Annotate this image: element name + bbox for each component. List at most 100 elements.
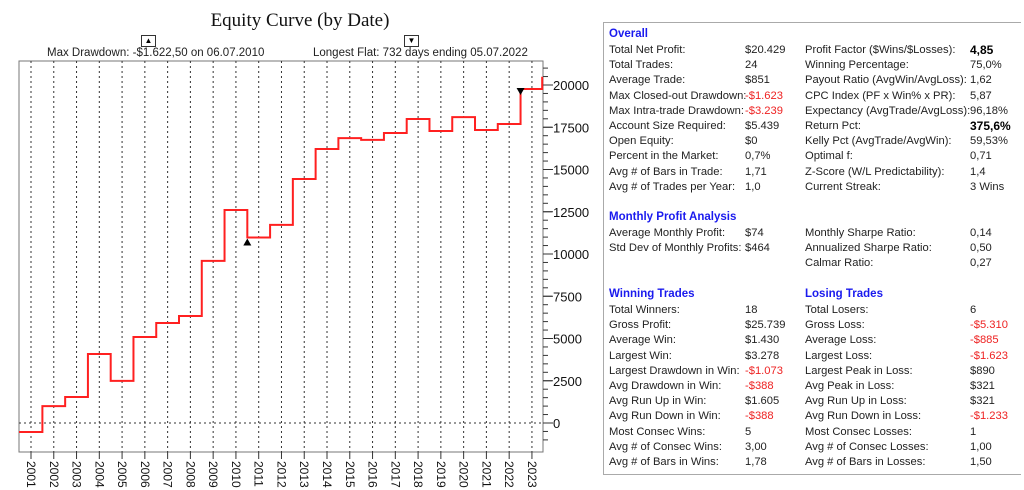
losing-stat-value: -$1.233	[970, 410, 1008, 423]
losing-stat-label: Avg Run Up in Loss:	[805, 395, 907, 408]
y-tick-label: 0	[553, 416, 560, 431]
monthly-stat-value: 0,27	[970, 257, 992, 270]
max-drawdown-marker	[243, 238, 252, 246]
x-tick-label: 2022	[502, 461, 516, 488]
overall-heading: Overall	[609, 28, 648, 40]
x-tick-label: 2015	[343, 461, 357, 488]
x-tick-label: 2017	[388, 461, 402, 488]
overall-stat-label: Optimal f:	[805, 150, 853, 163]
winning-stat-value: 18	[745, 304, 758, 316]
losing-stat-value: $321	[970, 395, 995, 408]
monthly-stat-label: Average Monthly Profit:	[609, 227, 726, 239]
overall-stat-value: $851	[745, 74, 770, 87]
overall-stat-value: 0,71	[970, 150, 992, 163]
equity-line	[19, 76, 544, 433]
overall-stat-value: 5,87	[970, 89, 992, 102]
losing-stat-label: Avg Run Down in Loss:	[805, 410, 922, 423]
monthly-stat-label: Calmar Ratio:	[805, 257, 874, 270]
winning-stat-label: Avg # of Consec Wins:	[609, 440, 722, 453]
losing-stat-value: 6	[970, 304, 977, 316]
losing-stat-label: Avg Peak in Loss:	[805, 380, 895, 392]
longest-flat-marker-button[interactable]: ▼	[404, 35, 419, 47]
x-tick-label: 2002	[47, 461, 61, 488]
monthly-stat-label: Std Dev of Monthly Profits:	[609, 242, 742, 255]
overall-stat-value: -$3.239	[745, 104, 783, 117]
winning-stat-label: Avg Run Up in Win:	[609, 395, 707, 408]
overall-stat-value: 0,7%	[745, 150, 771, 163]
x-tick-label: 2009	[206, 461, 220, 488]
x-tick-label: 2011	[252, 461, 266, 487]
winning-stat-value: -$388	[745, 410, 774, 423]
winning-stat-label: Most Consec Wins:	[609, 425, 706, 438]
overall-stat-label: Kelly Pct (AvgTrade/AvgWin):	[805, 135, 952, 148]
x-tick-label: 2018	[411, 461, 425, 488]
x-tick-label: 2012	[274, 461, 288, 488]
winning-stat-label: Total Winners:	[609, 304, 680, 316]
overall-stat-label: Percent in the Market:	[609, 150, 719, 163]
overall-stat-label: Total Net Profit:	[609, 44, 686, 56]
overall-stat-value: 1,71	[745, 165, 767, 178]
overall-stat-label: Max Closed-out Drawdown:	[609, 89, 747, 102]
losing-stat-label: Total Losers:	[805, 304, 869, 316]
overall-stat-value: 3 Wins	[970, 180, 1005, 193]
overall-stat-label: Profit Factor ($Wins/$Losses):	[805, 44, 956, 56]
x-tick-label: 2008	[183, 461, 197, 488]
y-tick-label: 17500	[553, 120, 589, 135]
losing-stat-value: $890	[970, 364, 995, 377]
x-tick-label: 2007	[161, 461, 175, 488]
overall-stat-label: Account Size Required:	[609, 120, 726, 132]
winning-stat-value: 3,00	[745, 440, 767, 453]
monthly-heading: Monthly Profit Analysis	[609, 211, 737, 223]
losing-stat-value: $321	[970, 380, 995, 392]
y-tick-label: 10000	[553, 247, 589, 262]
x-tick-label: 2020	[457, 461, 471, 488]
losing-stat-value: -$5.310	[970, 319, 1008, 332]
x-tick-label: 2014	[320, 461, 334, 488]
chart-title: Equity Curve (by Date)	[210, 10, 390, 31]
losing-stat-label: Avg # of Consec Losses:	[805, 440, 929, 453]
winning-stat-label: Largest Win:	[609, 349, 672, 362]
overall-stat-label: Avg # of Trades per Year:	[609, 180, 736, 193]
losing-stat-label: Average Loss:	[805, 334, 877, 347]
x-tick-label: 2005	[115, 461, 129, 488]
overall-stat-value: $20.429	[745, 44, 786, 56]
winning-stat-value: -$388	[745, 380, 774, 392]
equity-chart: 2001 2002 2003 2004 2005 2006 2007 2008 2009 2010…	[18, 60, 589, 488]
y-tick-label: 2500	[553, 374, 582, 389]
y-tick-label: 12500	[553, 205, 589, 220]
winning-stat-value: $25.739	[745, 319, 786, 332]
winning-stat-value: $1.605	[745, 395, 780, 408]
overall-stat-label: Payout Ratio (AvgWin/AvgLoss):	[805, 74, 967, 87]
winning-heading: Winning Trades	[609, 288, 695, 300]
y-tick-label: 7500	[553, 289, 582, 304]
losing-stat-label: Avg # of Bars in Losses:	[805, 456, 926, 468]
monthly-stat-label: Monthly Sharpe Ratio:	[805, 227, 916, 239]
winning-stat-value: 5	[745, 425, 752, 438]
max-drawdown-note: Max Drawdown: -$1.622,50 on 06.07.2010	[47, 47, 265, 59]
winning-stat-label: Avg Drawdown in Win:	[609, 380, 722, 392]
overall-stat-value: 59,53%	[970, 135, 1008, 148]
winning-stat-value: $1.430	[745, 334, 780, 347]
x-tick-label: 2021	[479, 461, 493, 488]
overall-stat-label: Return Pct:	[805, 120, 861, 132]
losing-stat-label: Gross Loss:	[805, 319, 865, 332]
x-tick-label: 2019	[434, 461, 448, 488]
overall-stat-value: 96,18%	[970, 104, 1008, 117]
y-tick-label: 20000	[553, 78, 589, 93]
x-tick-label: 2016	[366, 461, 380, 488]
monthly-stat-label: Annualized Sharpe Ratio:	[805, 242, 932, 255]
x-tick-label: 2013	[297, 461, 311, 488]
x-tick-label: 2010	[229, 461, 243, 488]
x-tick-label: 2006	[138, 461, 152, 488]
overall-stat-value: 4,85	[970, 43, 994, 57]
overall-stat-value: 1,62	[970, 74, 992, 87]
overall-stat-value: 1,4	[970, 165, 986, 178]
winning-stat-label: Avg # of Bars in Wins:	[609, 456, 719, 468]
overall-stat-value: 24	[745, 59, 758, 72]
overall-stat-label: Expectancy (AvgTrade/AvgLoss):	[805, 104, 971, 117]
x-tick-label: 2004	[92, 461, 106, 488]
max-drawdown-marker-button[interactable]: ▲	[141, 35, 156, 47]
winning-stat-label: Gross Profit:	[609, 319, 672, 332]
losing-stat-value: 1	[970, 425, 977, 438]
overall-stat-label: Open Equity:	[609, 135, 674, 148]
